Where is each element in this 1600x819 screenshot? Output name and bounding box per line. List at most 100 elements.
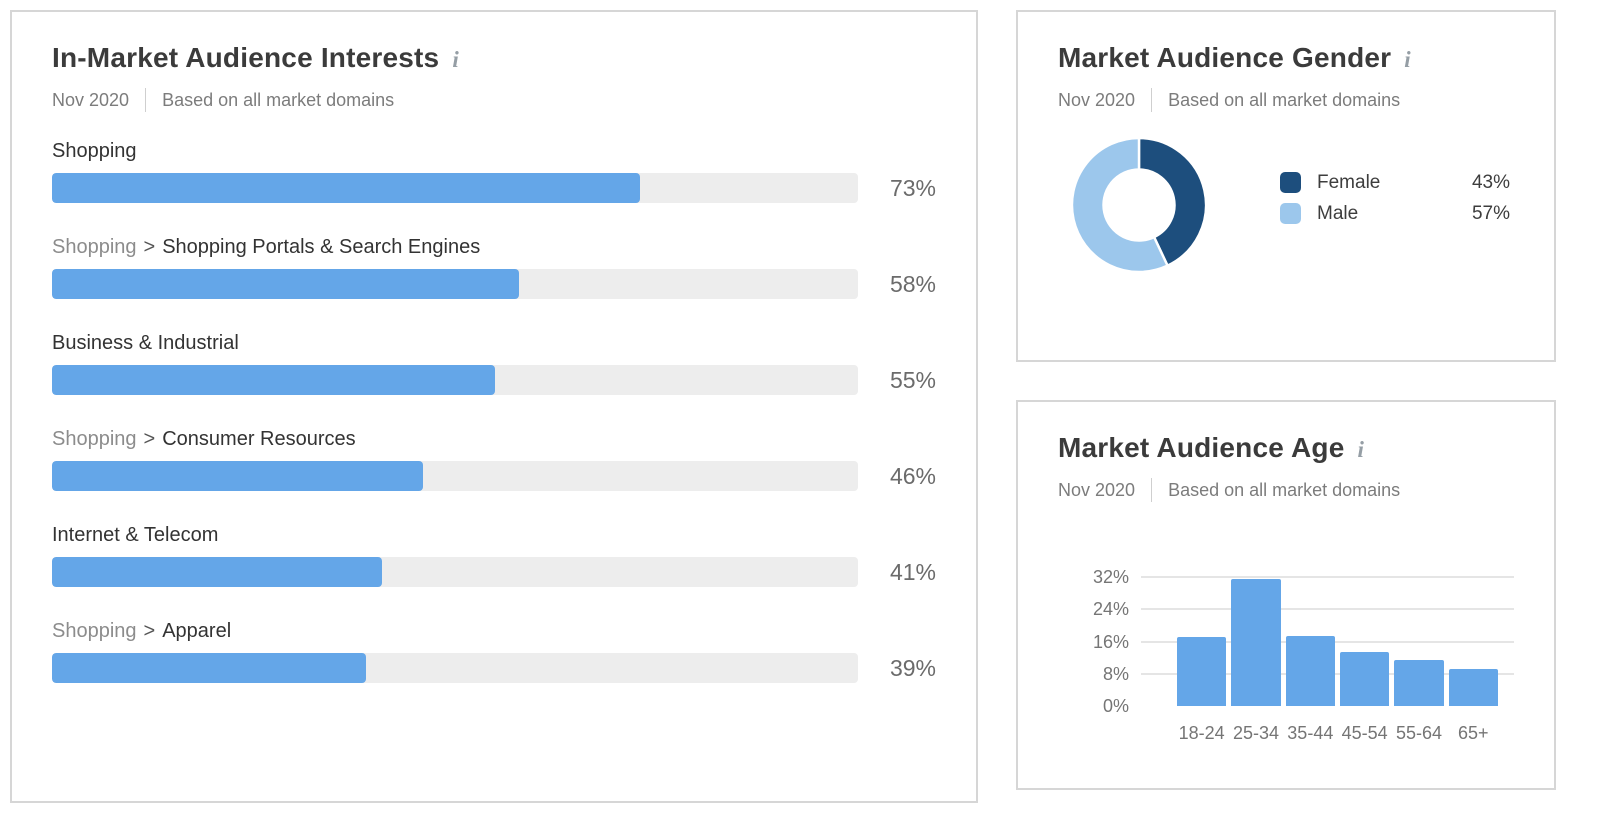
interest-label-prefix: Shopping <box>52 620 137 642</box>
bar-value-label: 55% <box>889 366 936 393</box>
legend-value: 57% <box>1471 202 1510 224</box>
interest-bar-line: 46% <box>52 461 936 491</box>
interest-bar-line: 55% <box>52 365 936 395</box>
interest-label: Shopping > Apparel <box>52 620 936 643</box>
interest-bar-line: 73% <box>52 173 936 203</box>
interest-row: Business & Industrial 55% <box>52 332 936 395</box>
y-axis-tick-label: 0% <box>1102 696 1129 716</box>
market-audience-gender-panel: Market Audience Gender i Nov 2020 Based … <box>1016 10 1556 362</box>
info-icon[interactable]: i <box>1404 47 1411 72</box>
report-date: Nov 2020 <box>52 89 130 110</box>
age-bar-45-54 <box>1339 651 1390 706</box>
bar-value-label: 46% <box>889 462 936 489</box>
gridline-24% <box>1141 608 1514 611</box>
interest-label-prefix: Shopping <box>52 428 137 450</box>
bar-track <box>52 653 858 683</box>
report-date: Nov 2020 <box>1058 89 1136 110</box>
age-bar-25-34 <box>1231 579 1281 706</box>
legend-row: Female 43% <box>1280 172 1510 194</box>
in-market-audience-interests-panel: In-Market Audience Interests i Nov 2020 … <box>10 10 978 803</box>
age-plot-area: 0% 8% 16% 24% 32% <box>1093 568 1514 715</box>
age-x-label: 35-44 <box>1287 723 1334 743</box>
bar-track <box>52 365 858 395</box>
gender-chart-body: Female 43% Male 57% <box>1018 136 1554 274</box>
legend-value: 43% <box>1471 171 1510 193</box>
y-axis-tick-label: 32% <box>1092 567 1129 587</box>
interest-label-text: Apparel <box>162 620 232 642</box>
age-x-label: 55-64 <box>1395 723 1442 743</box>
age-chart: 0% 8% 16% 24% 32% 18-24 25-34 35-44 45-54 55-64 6… <box>1058 538 1532 752</box>
subhead-divider <box>145 88 147 112</box>
interest-label-text: Shopping Portals & Search Engines <box>162 236 481 258</box>
bar-fill <box>52 653 367 683</box>
age-x-label: 25-34 <box>1232 723 1280 743</box>
panel-header: Market Audience Gender i Nov 2020 Based … <box>1018 12 1554 112</box>
interest-bar-line: 58% <box>52 269 936 299</box>
panel-title-text: In-Market Audience Interests <box>52 42 440 73</box>
interest-row: Internet & Telecom 41% <box>52 524 936 587</box>
age-x-label: 18-24 <box>1178 723 1225 743</box>
bar-fill <box>52 461 423 491</box>
bar-value-label: 39% <box>889 654 936 681</box>
panel-subhead: Nov 2020 Based on all market domains <box>1058 88 1514 112</box>
bar-value-label: 73% <box>889 174 936 201</box>
age-bar-35-44 <box>1285 636 1335 706</box>
bar-track <box>52 173 858 203</box>
age-x-label: 45-54 <box>1341 723 1388 743</box>
age-bar-65+ <box>1448 668 1498 706</box>
age-bar-18-24 <box>1177 637 1227 706</box>
interest-bar-line: 41% <box>52 557 936 587</box>
interest-bar-list: Shopping 73% Shopping > Shopping Portals & S… <box>12 140 976 683</box>
legend-row: Male 57% <box>1280 203 1510 225</box>
panel-subhead: Nov 2020 Based on all market domains <box>52 88 936 112</box>
gender-donut-chart <box>1070 136 1208 274</box>
legend-label: Female <box>1317 171 1381 193</box>
panel-subhead: Nov 2020 Based on all market domains <box>1058 478 1514 502</box>
y-axis-tick-label: 8% <box>1102 663 1129 684</box>
y-axis-tick-label: 24% <box>1092 599 1129 620</box>
market-audience-age-panel: Market Audience Age i Nov 2020 Based on … <box>1016 400 1556 790</box>
bar-fill <box>52 173 641 203</box>
bar-value-label: 58% <box>889 270 936 297</box>
interest-label-text: Shopping <box>52 140 137 162</box>
bar-track <box>52 269 858 299</box>
panel-title-text: Market Audience Age <box>1058 432 1345 463</box>
panel-title: Market Audience Gender i <box>1058 42 1514 74</box>
info-icon[interactable]: i <box>1357 437 1365 462</box>
subhead-divider <box>1151 88 1153 112</box>
legend-label: Male <box>1317 202 1359 224</box>
interest-bar-line: 39% <box>52 653 936 683</box>
interest-label-prefix: Shopping <box>52 236 137 258</box>
bar-track <box>52 557 858 587</box>
donut-slice-female <box>1137 136 1208 267</box>
report-basis: Based on all market domains <box>1168 479 1401 500</box>
report-date: Nov 2020 <box>1058 479 1136 500</box>
info-icon[interactable]: i <box>452 47 459 72</box>
interest-label-text: Internet & Telecom <box>52 524 219 546</box>
interest-label-separator: > <box>143 428 156 450</box>
interest-label-separator: > <box>143 236 156 258</box>
panel-title: In-Market Audience Interests i <box>52 42 936 74</box>
legend-swatch-female <box>1280 172 1301 193</box>
interest-label: Shopping <box>52 140 936 163</box>
interest-row: Shopping > Apparel 39% <box>52 620 936 683</box>
donut-slice-male <box>1070 136 1169 274</box>
report-basis: Based on all market domains <box>162 89 395 110</box>
interest-label: Business & Industrial <box>52 332 936 355</box>
interest-label: Shopping > Shopping Portals & Search Engin… <box>52 236 936 259</box>
subhead-divider <box>1151 478 1153 502</box>
interest-label-text: Business & Industrial <box>52 332 239 354</box>
panel-title: Market Audience Age i <box>1058 432 1514 464</box>
gender-legend: Female 43% Male 57% <box>1280 163 1510 234</box>
age-x-axis-labels: 18-24 25-34 35-44 45-54 55-64 65+ <box>1153 723 1514 744</box>
gridline-32% <box>1141 576 1514 578</box>
age-x-label: 65+ <box>1458 723 1489 743</box>
legend-swatch-male <box>1280 203 1301 224</box>
panel-header: Market Audience Age i Nov 2020 Based on … <box>1018 402 1554 502</box>
interest-label: Internet & Telecom <box>52 524 936 547</box>
bar-value-label: 41% <box>889 558 936 585</box>
age-bars <box>1153 577 1514 706</box>
interest-label-separator: > <box>143 620 156 642</box>
bar-fill <box>52 365 496 395</box>
panel-header: In-Market Audience Interests i Nov 2020 … <box>12 12 976 112</box>
